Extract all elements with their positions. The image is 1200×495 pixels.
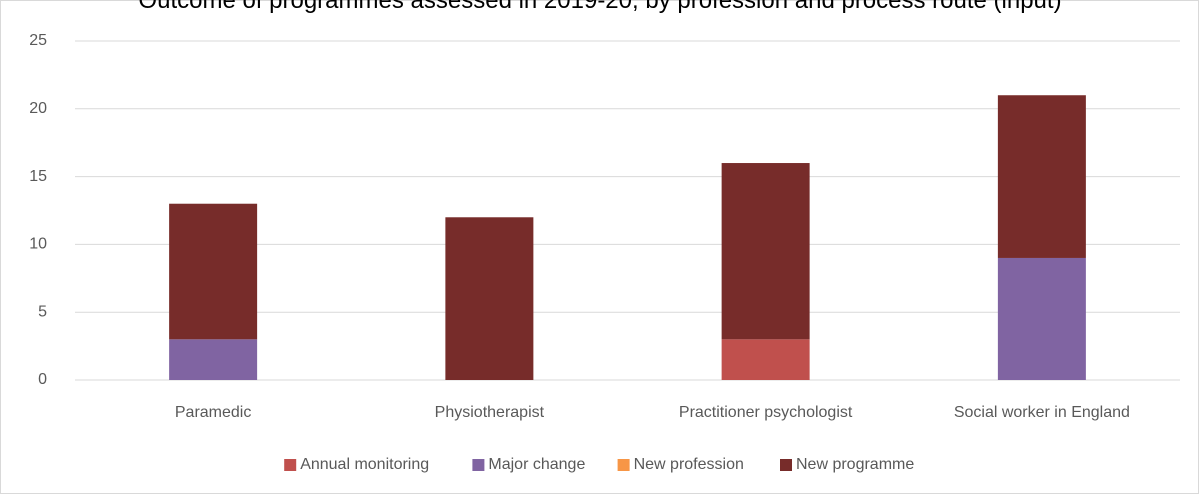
x-tick-label: Social worker in England [954, 404, 1130, 421]
bar-segment [997, 95, 1086, 258]
y-tick-label: 20 [29, 100, 47, 117]
y-tick-label: 25 [29, 32, 47, 49]
bar-segment [445, 217, 534, 380]
legend-swatch [284, 459, 297, 471]
bar-segment [721, 163, 810, 340]
legend-label: New profession [634, 456, 744, 473]
legend-label: Major change [488, 456, 585, 473]
y-tick-label: 5 [38, 303, 47, 320]
y-tick-label: 0 [38, 371, 47, 388]
x-tick-label: Physiotherapist [435, 404, 545, 421]
y-tick-label: 15 [29, 168, 47, 185]
bar-segment [169, 203, 258, 340]
bar-segment [721, 339, 810, 380]
x-tick-label: Practitioner psychologist [679, 404, 853, 421]
chart-title: Outcome of programmes assessed in 2019-2… [138, 0, 1061, 14]
legend-swatch [617, 459, 630, 471]
x-tick-label: Paramedic [175, 404, 251, 421]
bar-segment [997, 257, 1086, 380]
legend-label: New programme [796, 456, 914, 473]
legend-swatch [472, 459, 485, 471]
legend-swatch [780, 459, 792, 471]
legend-label: Annual monitoring [300, 456, 429, 473]
y-tick-label: 10 [29, 236, 47, 253]
bar-segment [169, 339, 258, 380]
